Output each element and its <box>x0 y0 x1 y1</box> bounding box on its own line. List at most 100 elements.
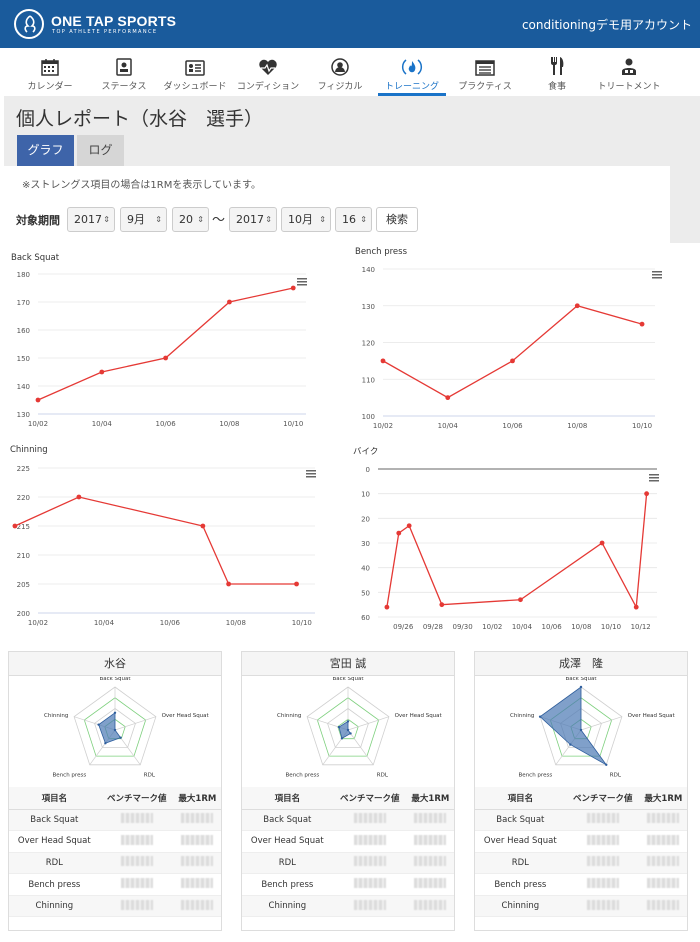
y-tick-label: 210 <box>17 552 30 560</box>
to-year-select[interactable]: 2017 ⇕ <box>229 207 277 232</box>
radar-chart: Back Squat Over Head Squat RDL Bench press C… <box>44 677 210 779</box>
nav-item-status[interactable]: ステータス <box>96 48 152 96</box>
chart-menu-icon[interactable] <box>297 278 307 280</box>
data-point[interactable] <box>227 299 232 305</box>
item-name: Back Squat <box>9 809 100 832</box>
item-name: Bench press <box>242 873 333 896</box>
data-point[interactable] <box>396 530 402 536</box>
data-point[interactable] <box>163 355 169 361</box>
chart-menu-icon-bar <box>652 274 662 276</box>
data-point[interactable] <box>12 523 18 529</box>
data-point[interactable] <box>226 581 232 587</box>
calendar-icon <box>41 59 59 76</box>
radar-point <box>538 715 542 718</box>
data-point[interactable] <box>384 604 390 610</box>
data-point[interactable] <box>445 395 451 401</box>
radar-area <box>98 712 122 744</box>
athlete-name: 水谷 <box>9 652 221 676</box>
from-day-select[interactable]: 20 ⇕ <box>172 207 209 232</box>
x-tick-label: 10/10 <box>283 420 303 428</box>
radar-axis-label: Back Squat <box>565 677 597 682</box>
nav-item-calendar[interactable]: カレンダー <box>22 48 78 96</box>
radar-axis <box>580 716 623 731</box>
x-tick-label: 10/04 <box>438 422 459 430</box>
y-tick-label: 100 <box>362 413 375 421</box>
search-button[interactable]: 検索 <box>376 207 418 232</box>
nav-item-practice[interactable]: プラクティス <box>455 48 515 96</box>
nav-item-meal[interactable]: 食事 <box>537 48 577 96</box>
x-tick-label: 10/12 <box>631 623 651 631</box>
data-point[interactable] <box>633 604 639 610</box>
data-point[interactable] <box>290 285 296 291</box>
data-point[interactable] <box>599 540 605 546</box>
table-header: 最大1RM <box>173 787 221 810</box>
chart-menu-icon[interactable] <box>306 470 316 472</box>
nav-item-treatment[interactable]: トリートメント <box>594 48 664 96</box>
logo-icon[interactable] <box>14 9 44 39</box>
nav-label: プラクティス <box>458 82 512 92</box>
to-month-value: 10月 <box>288 213 313 226</box>
nav-label: コンディション <box>236 82 300 92</box>
item-name: RDL <box>9 852 100 875</box>
max-1rm-value <box>181 813 214 824</box>
data-point[interactable] <box>639 321 645 327</box>
series-line <box>386 493 648 610</box>
table-row: Bench press <box>242 873 454 896</box>
max-1rm-value <box>414 813 447 824</box>
tab-log[interactable]: ログ <box>77 135 124 166</box>
data-point[interactable] <box>439 602 445 608</box>
radar-point <box>340 737 344 740</box>
status-icon <box>116 58 132 76</box>
benchmark-value <box>120 856 153 867</box>
select-arrows-icon: ⇕ <box>103 215 110 224</box>
chart-title: バイク <box>353 447 378 457</box>
benchmark-value <box>120 834 153 845</box>
chart-menu-icon[interactable] <box>649 474 659 476</box>
data-point[interactable] <box>380 358 386 364</box>
to-year-value: 2017 <box>236 213 264 226</box>
account-name[interactable]: conditioningデモ用アカウント <box>521 18 692 32</box>
table-row: Chinning <box>9 895 221 918</box>
x-tick-label: 10/08 <box>219 420 239 428</box>
data-point[interactable] <box>99 369 105 375</box>
chart-menu-icon[interactable] <box>652 271 662 273</box>
data-point[interactable] <box>510 358 515 364</box>
from-year-select[interactable]: 2017 ⇕ <box>67 207 115 232</box>
radar-point <box>579 728 583 732</box>
data-point[interactable] <box>76 494 82 500</box>
table-header: 項目名 <box>9 787 100 810</box>
nav-item-training[interactable]: トレーニング <box>378 48 446 96</box>
nav-item-dashboard[interactable]: ダッシュボード <box>160 48 230 96</box>
nav-label: フィジカル <box>317 82 363 92</box>
data-point[interactable] <box>644 491 650 497</box>
table-header: 項目名 <box>475 787 566 810</box>
nav-item-physical[interactable]: フィジカル <box>312 48 368 96</box>
item-name: Chinning <box>9 895 100 918</box>
radar-point <box>113 728 117 732</box>
data-point[interactable] <box>200 523 206 529</box>
data-point[interactable] <box>574 303 580 309</box>
benchmark-value <box>586 813 619 824</box>
period-label: 対象期間 <box>16 214 60 227</box>
radar-grid <box>306 686 390 766</box>
from-month-select[interactable]: 9月 ⇕ <box>120 207 167 232</box>
data-point[interactable] <box>406 523 412 529</box>
data-point[interactable] <box>294 581 299 587</box>
y-tick-label: 205 <box>17 581 30 589</box>
to-day-select[interactable]: 16 ⇕ <box>335 207 372 232</box>
radar-axis-label: Back Squat <box>332 677 364 682</box>
data-point[interactable] <box>518 597 523 603</box>
to-month-select[interactable]: 10月 ⇕ <box>281 207 331 232</box>
back-squat-chart: Back Squat 130 140 150 160 170 180 10/02 10/04 10… <box>11 253 307 428</box>
table-row: Over Head Squat <box>242 830 454 853</box>
nav-item-condition[interactable]: コンディション <box>235 48 301 96</box>
radar-point <box>569 743 572 746</box>
tab-graph[interactable]: グラフ <box>17 135 74 166</box>
radar-axis-label: Over Head Squat <box>162 713 210 719</box>
radar-grid <box>83 697 147 757</box>
data-point[interactable] <box>35 397 41 403</box>
table-row: Chinning <box>242 895 454 918</box>
radar-axis-label: Over Head Squat <box>628 713 676 719</box>
radar-axis-label: Bench press <box>519 773 553 779</box>
from-month-value: 9月 <box>127 213 145 226</box>
